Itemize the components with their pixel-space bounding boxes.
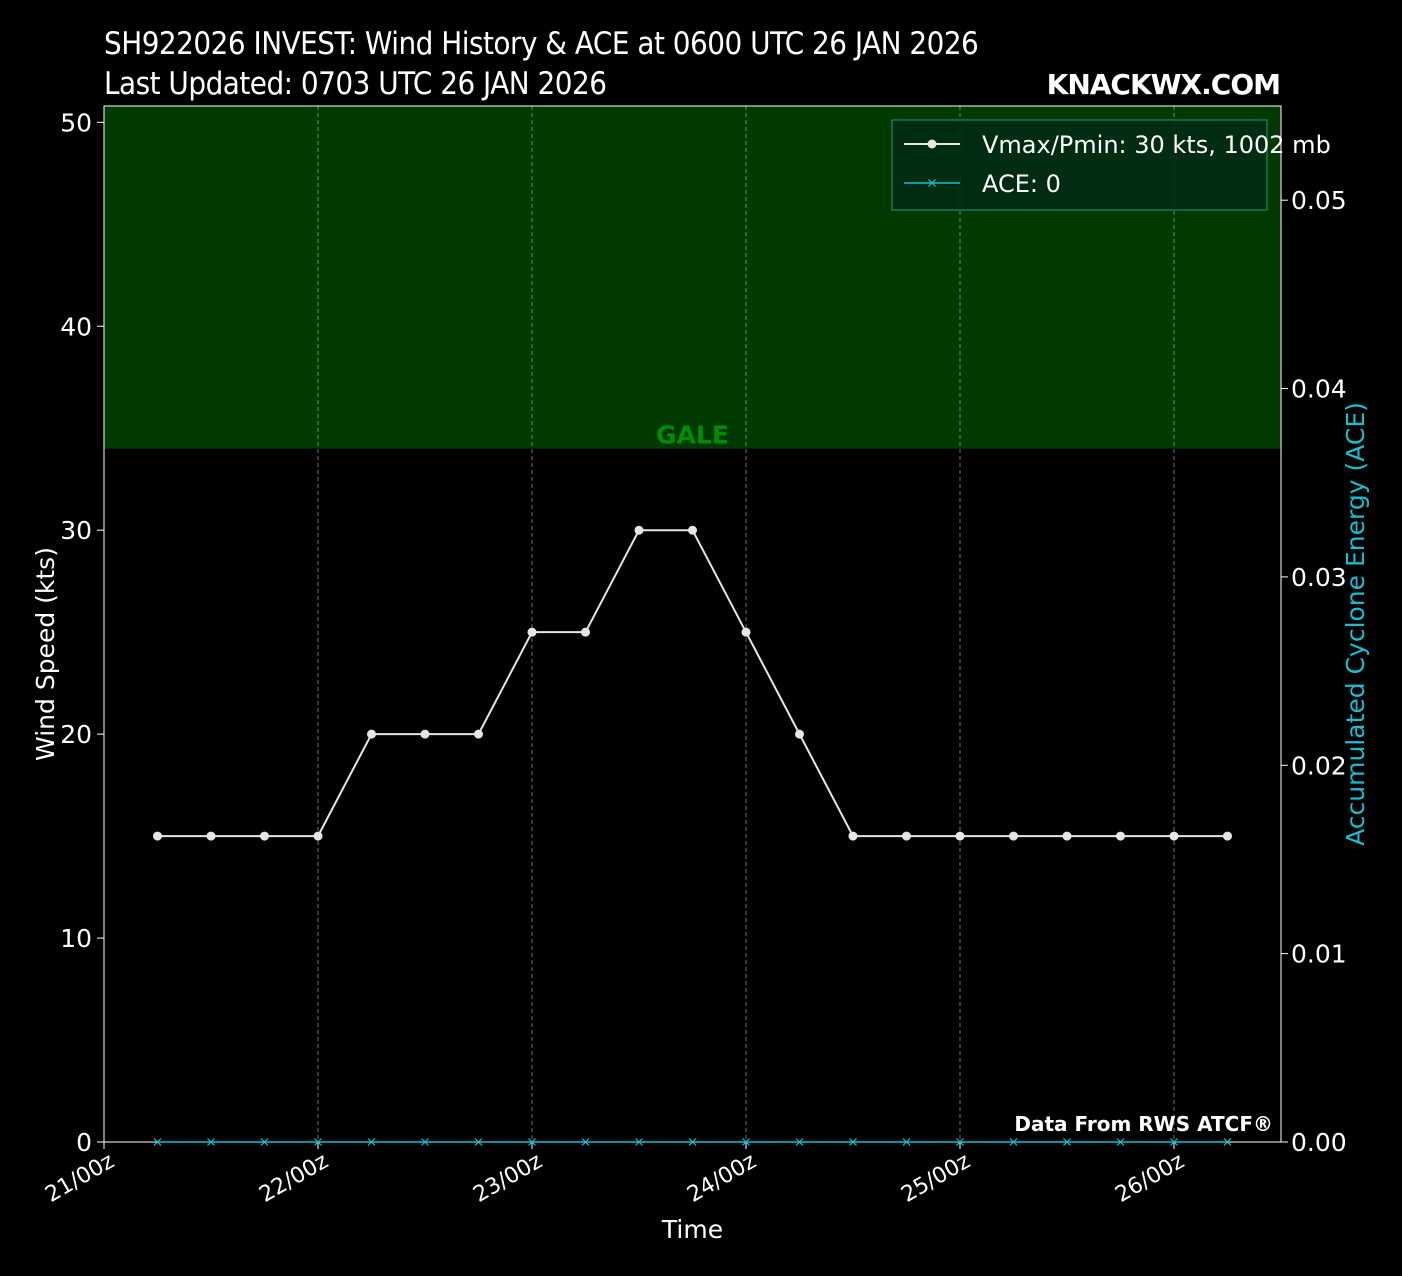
legend-ace-marker xyxy=(928,179,936,187)
ace-point xyxy=(688,1138,697,1146)
vmax-point xyxy=(474,729,483,739)
ace-point xyxy=(528,1138,536,1146)
ace-point xyxy=(1116,1138,1125,1146)
vmax-point xyxy=(1169,831,1179,841)
legend-box xyxy=(891,119,1268,211)
vmax-point xyxy=(1062,831,1072,841)
vmax-point xyxy=(955,831,965,841)
ace-point xyxy=(956,1138,964,1146)
y-tick-label: 20 xyxy=(60,720,92,749)
data-credit: Data From RWS ATCF® xyxy=(1014,1112,1273,1136)
ace-point xyxy=(581,1138,590,1146)
ace-point xyxy=(474,1138,483,1146)
ace-point xyxy=(1009,1138,1018,1146)
y-axis-label: Wind Speed (kts) xyxy=(31,547,60,761)
ace-point xyxy=(314,1138,322,1146)
vmax-point xyxy=(741,627,751,637)
legend-vmax-marker xyxy=(927,139,937,149)
ace-point xyxy=(421,1138,429,1146)
vmax-point xyxy=(1009,831,1018,841)
vmax-point xyxy=(367,729,376,739)
x-tick-label: 22/00z xyxy=(255,1149,332,1208)
vmax-point xyxy=(420,729,430,739)
vmax-point xyxy=(527,627,537,637)
vmax-point xyxy=(795,729,804,739)
ace-point xyxy=(260,1138,269,1146)
x-axis-label: Time xyxy=(661,1215,723,1244)
y-right-axis-label: Accumulated Cyclone Energy (ACE) xyxy=(1341,402,1370,846)
y-right-tick-label: 0.01 xyxy=(1291,940,1347,969)
ace-point xyxy=(849,1138,857,1146)
vmax-point xyxy=(1223,831,1232,841)
vmax-point xyxy=(153,831,162,841)
ace-point xyxy=(367,1138,376,1146)
x-tick-label: 21/00z xyxy=(41,1149,118,1208)
ace-point xyxy=(1223,1138,1232,1146)
ace-point xyxy=(1170,1138,1178,1146)
gale-label: GALE xyxy=(656,421,729,450)
vmax-point xyxy=(634,525,644,535)
ace-point xyxy=(153,1138,162,1146)
chart-subtitle: Last Updated: 0703 UTC 26 JAN 2026 xyxy=(104,66,607,102)
x-tick-label: 26/00z xyxy=(1111,1149,1188,1208)
y-tick-label: 0 xyxy=(76,1128,92,1157)
legend-ace-label: ACE: 0 xyxy=(982,170,1061,198)
y-right-tick-label: 0.02 xyxy=(1291,751,1347,780)
ace-point xyxy=(207,1138,215,1146)
y-right-tick-label: 0.05 xyxy=(1291,186,1347,215)
legend-vmax-label: Vmax/Pmin: 30 kts, 1002 mb xyxy=(982,131,1331,159)
ace-point xyxy=(635,1138,643,1146)
vmax-point xyxy=(848,831,858,841)
chart-title: SH922026 INVEST: Wind History & ACE at 0… xyxy=(104,26,979,62)
y-right-tick-label: 0.00 xyxy=(1291,1128,1347,1157)
vmax-point xyxy=(313,831,323,841)
y-tick-label: 30 xyxy=(60,516,92,545)
vmax-point xyxy=(581,627,590,637)
ace-point xyxy=(902,1138,911,1146)
ace-point xyxy=(742,1138,750,1146)
ace-point xyxy=(1063,1138,1071,1146)
y-right-tick-label: 0.03 xyxy=(1291,563,1347,592)
y-right-tick-label: 0.04 xyxy=(1291,375,1347,404)
x-tick-label: 24/00z xyxy=(683,1149,760,1208)
vmax-point xyxy=(260,831,269,841)
ace-point xyxy=(795,1138,804,1146)
x-tick-label: 23/00z xyxy=(469,1149,546,1208)
x-tick-label: 25/00z xyxy=(897,1149,974,1208)
vmax-point xyxy=(206,831,216,841)
y-tick-label: 50 xyxy=(60,108,92,137)
vmax-point xyxy=(902,831,911,841)
brand-watermark: KNACKWX.COM xyxy=(1046,68,1281,101)
vmax-point xyxy=(1116,831,1125,841)
y-tick-label: 40 xyxy=(60,312,92,341)
vmax-point xyxy=(688,525,697,535)
y-tick-label: 10 xyxy=(60,924,92,953)
